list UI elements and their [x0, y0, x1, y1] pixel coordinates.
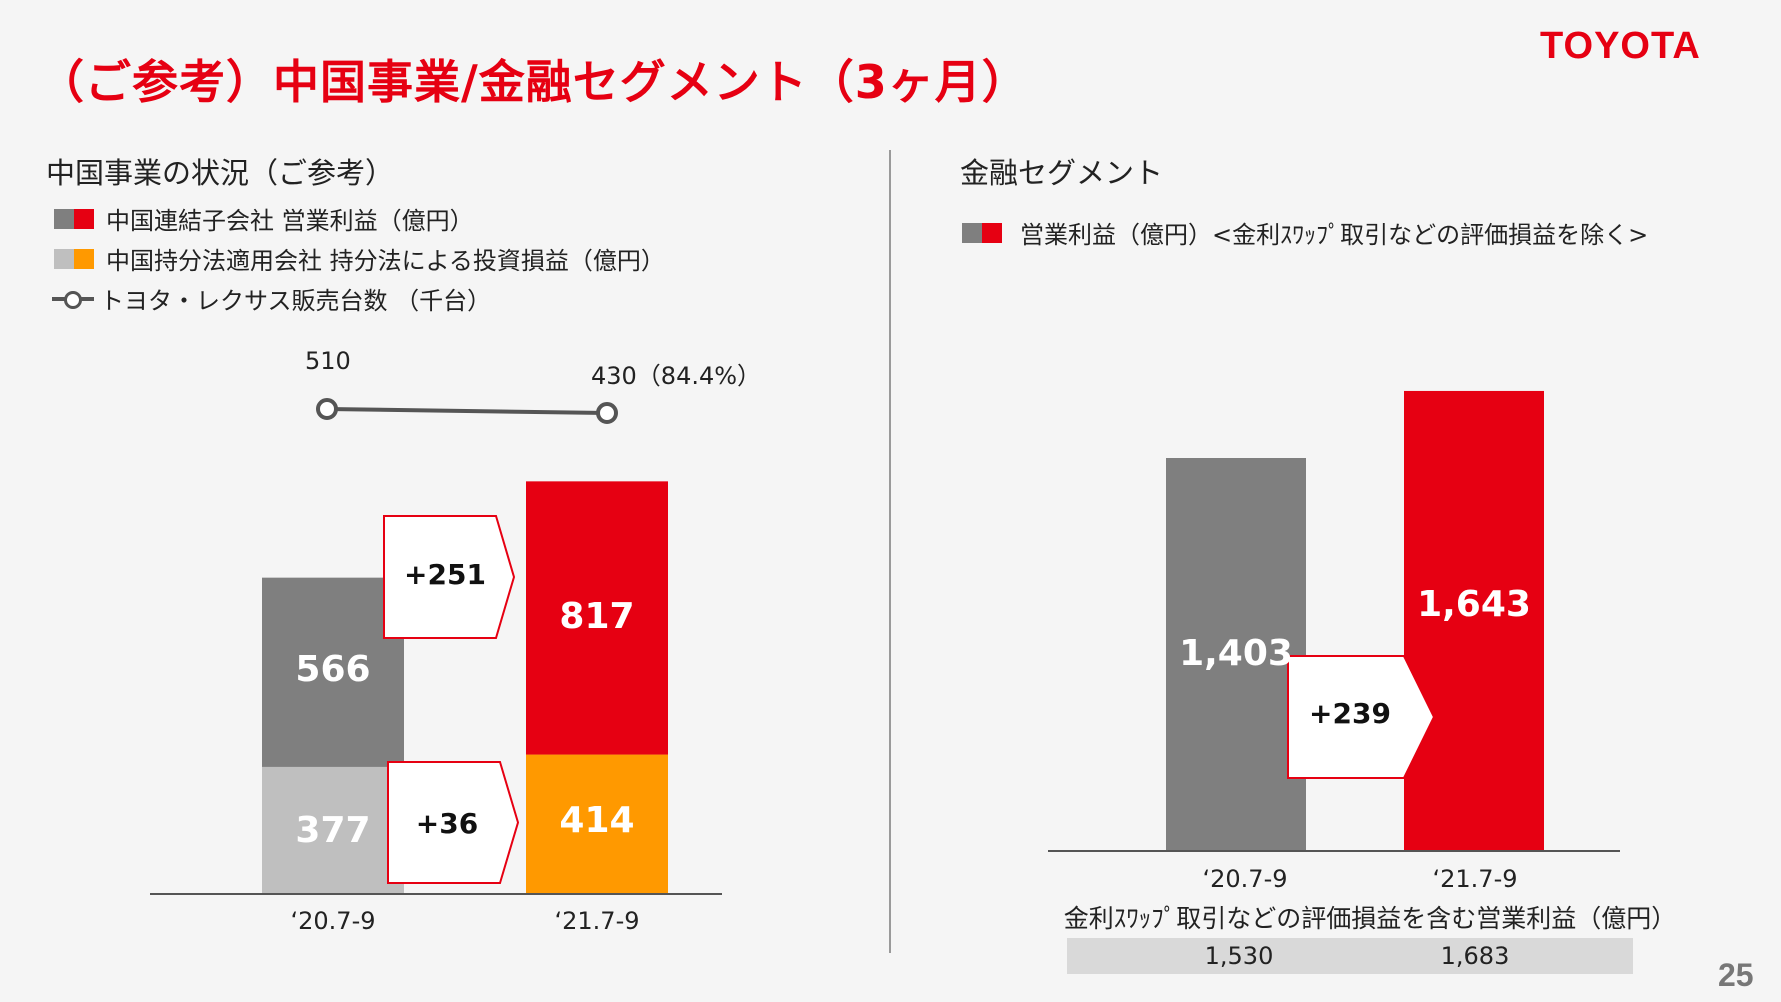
bar-segment: [262, 577, 404, 767]
bar-value-label: 377: [295, 810, 371, 851]
x-tick-label: ‘21.7-9: [554, 907, 640, 935]
bar-value-label: 817: [559, 596, 635, 637]
section-divider: [889, 150, 891, 953]
table-strip: [1067, 938, 1633, 974]
diff-label-upper: +251: [404, 558, 486, 591]
bar-value-label: 566: [295, 649, 371, 690]
left-section-title: 中国事業の状況（ご参考）: [46, 156, 395, 190]
bar-value-label: 414: [559, 800, 635, 841]
legend-item-subsidiary: 中国連結子会社 営業利益（億円）: [54, 201, 474, 236]
diff-arrow-upper: [383, 515, 516, 639]
x-tick-label: ‘20.7-9: [1202, 865, 1288, 893]
sales-point: [316, 398, 338, 420]
page-number: 25: [1718, 957, 1754, 993]
bar: [1166, 458, 1306, 850]
table-value: 1,683: [1440, 942, 1510, 970]
legend-item-sales: トヨタ・レクサス販売台数 （千台）: [52, 281, 491, 316]
legend-label-subsidiary: 中国連結子会社 営業利益（億円）: [106, 207, 474, 235]
legend-item-equity: 中国持分法適用会社 持分法による投資損益（億円）: [54, 241, 665, 276]
legend-label-finance: 営業利益（億円）<金利ｽﾜｯﾌﾟ取引などの評価損益を除く>: [1020, 221, 1649, 249]
page-title: （ご参考）中国事業/金融セグメント（3ヶ月）: [38, 55, 1029, 109]
right-section-title: 金融セグメント: [960, 156, 1164, 190]
sales-value-label: 510: [305, 347, 351, 375]
sales-line-chart: [316, 398, 618, 424]
x-tick-label: ‘20.7-9: [290, 907, 376, 935]
diff-label-finance: +239: [1309, 697, 1391, 730]
gray-swatch-icon: [962, 222, 982, 243]
bar-segment: [526, 754, 668, 893]
finance-segment-chart: [1048, 390, 1620, 852]
line-marker-icon: [52, 289, 94, 309]
diff-arrow-lower: [387, 761, 520, 884]
sales-point: [596, 402, 618, 424]
red-swatch-icon: [74, 208, 94, 229]
bar-segment: [262, 766, 404, 893]
red-swatch-icon: [982, 222, 1002, 243]
gray-swatch-icon: [54, 208, 74, 229]
legend-label-sales: トヨタ・レクサス販売台数 （千台）: [100, 287, 492, 315]
bar-segment: [526, 481, 668, 755]
toyota-logo: TOYOTA: [1540, 25, 1701, 67]
china-business-chart: [150, 481, 722, 895]
table-value: 1,530: [1204, 942, 1274, 970]
sales-value-label: 430（84.4%）: [591, 362, 762, 390]
sales-line: [326, 407, 608, 415]
x-tick-label: ‘21.7-9: [1432, 865, 1518, 893]
orange-swatch-icon: [74, 248, 94, 269]
bar-value-label: 1,643: [1417, 584, 1531, 625]
table-caption: 金利ｽﾜｯﾌﾟ取引などの評価損益を含む営業利益（億円）: [1063, 904, 1677, 933]
bar-value-label: 1,403: [1179, 633, 1293, 674]
diff-arrow-finance: [1287, 655, 1436, 779]
lightgray-swatch-icon: [54, 248, 74, 269]
diff-label-lower: +36: [415, 807, 479, 840]
bar: [1404, 390, 1544, 850]
legend-item-finance: 営業利益（億円）<金利ｽﾜｯﾌﾟ取引などの評価損益を除く>: [962, 215, 1648, 250]
legend-label-equity: 中国持分法適用会社 持分法による投資損益（億円）: [106, 247, 665, 275]
